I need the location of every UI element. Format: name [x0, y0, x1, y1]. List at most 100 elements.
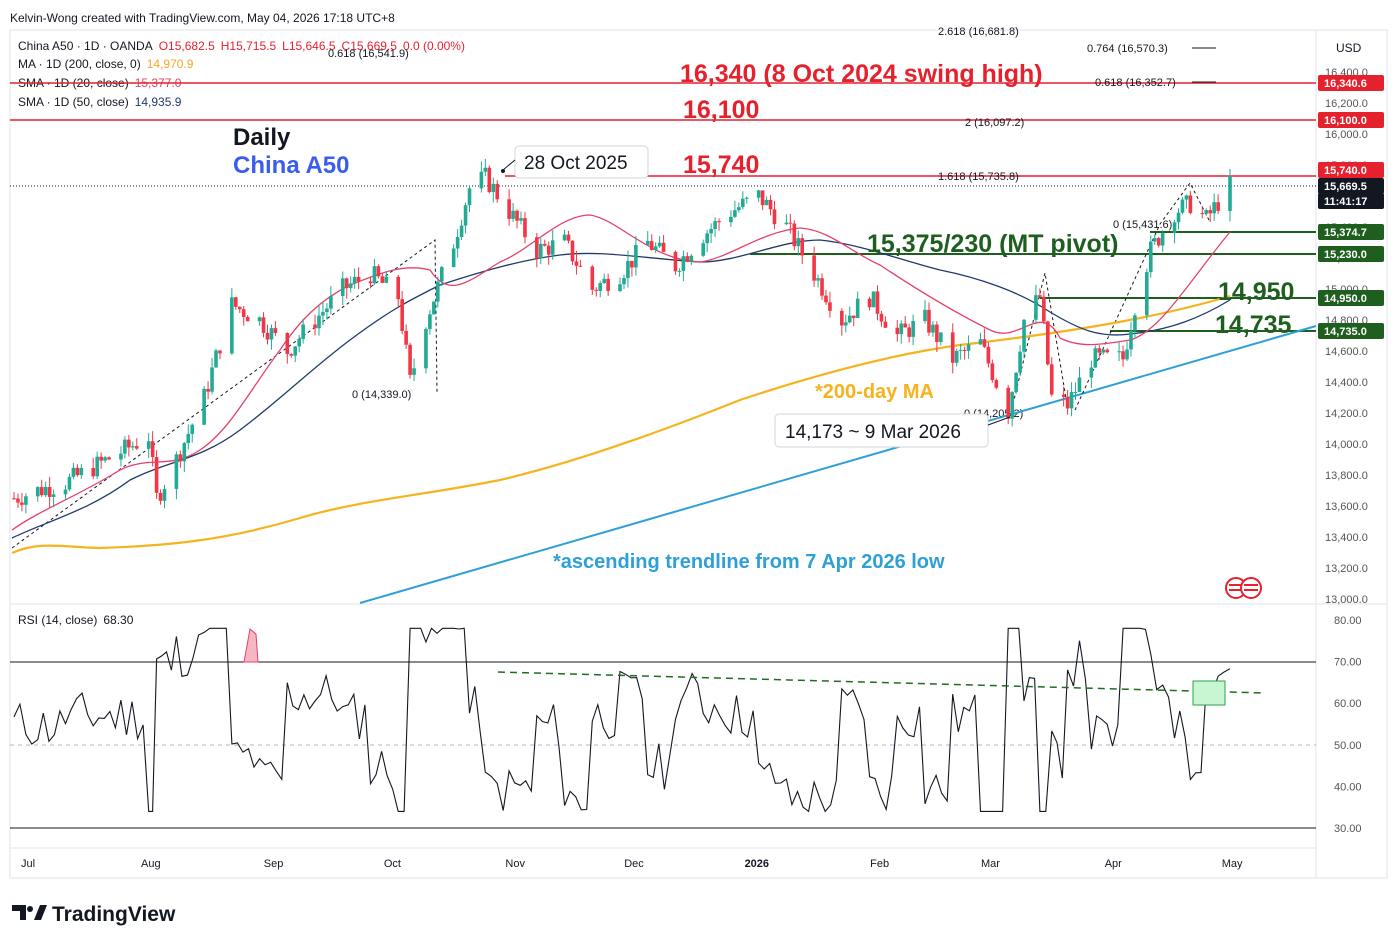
candle — [202, 386, 206, 426]
candle — [1188, 190, 1193, 215]
candle — [127, 434, 131, 457]
candle — [174, 451, 179, 500]
price-tick-label: 14,200.0 — [1325, 408, 1368, 420]
candle — [186, 424, 191, 450]
candle — [321, 301, 325, 326]
annotation-level-14950: 14,950 — [1218, 278, 1294, 306]
annotation-level-14735: 14,735 — [1215, 311, 1292, 339]
candle — [12, 492, 16, 500]
candle — [1216, 194, 1220, 214]
candle — [150, 431, 155, 467]
candle — [344, 277, 349, 299]
candle — [681, 250, 686, 282]
price-badge: 15,230.0 — [1318, 246, 1384, 262]
candle — [1145, 268, 1149, 320]
candle — [424, 327, 428, 374]
candle — [352, 268, 357, 289]
candle — [523, 212, 527, 244]
candle — [634, 235, 638, 276]
legend: China A50 · 1D · OANDA O15,682.5 H15,715.5… — [18, 39, 465, 109]
candle — [689, 254, 694, 265]
candle — [792, 220, 797, 251]
candle — [986, 341, 991, 368]
candle — [257, 316, 262, 326]
candle — [459, 219, 464, 241]
candle — [455, 229, 460, 258]
price-tick-label: 13,000.0 — [1325, 594, 1368, 606]
candle — [1045, 320, 1050, 366]
price-badge: 15,740.0 — [1318, 162, 1384, 178]
candle — [1022, 318, 1026, 359]
candle — [542, 239, 547, 247]
date-peak-box — [514, 145, 649, 179]
candle — [673, 250, 678, 275]
candle — [432, 301, 436, 315]
price-tick-label: 14,600.0 — [1325, 346, 1368, 358]
candle — [230, 288, 234, 356]
candle — [63, 484, 68, 501]
rsi-tick-label: 80.00 — [1334, 615, 1362, 627]
candle — [879, 311, 884, 327]
candle — [178, 450, 183, 468]
price-tick-label: 16,000.0 — [1325, 129, 1368, 141]
candle — [875, 285, 880, 321]
rsi-tick-label: 40.00 — [1334, 781, 1362, 793]
candle — [788, 213, 793, 234]
candle — [241, 305, 246, 326]
candle — [982, 328, 987, 348]
creator-line: Kelvin-Wong created with TradingView.com… — [10, 11, 395, 25]
fib-label-2618: 2.618 (16,681.8) — [938, 26, 1019, 38]
candle — [594, 287, 599, 297]
candle — [713, 217, 717, 238]
candle — [578, 259, 583, 268]
fib-label-0a: 0 (14,339.0) — [352, 389, 411, 401]
fib-label-0618a: 0.618 (16,541.9) — [328, 48, 409, 60]
candle — [1200, 206, 1205, 219]
candle — [1069, 382, 1074, 417]
fib-label-0b: 0 (15,431.6) — [1113, 219, 1172, 231]
candle — [154, 450, 159, 499]
price-badge: 11:41:17 — [1318, 193, 1384, 209]
candle — [273, 321, 278, 336]
rsi-line — [13, 627, 1231, 813]
candle — [816, 274, 820, 288]
candle — [234, 296, 238, 310]
candle — [546, 241, 551, 265]
candle — [325, 303, 329, 320]
candle — [828, 291, 832, 318]
candle — [511, 203, 515, 222]
candle — [1101, 348, 1106, 355]
candle — [285, 332, 290, 364]
candle — [301, 318, 305, 344]
candle — [356, 267, 361, 290]
price-axis[interactable]: USD 16,400.016,200.016,000.015,800.015,6… — [1318, 41, 1384, 606]
candle — [1061, 386, 1066, 407]
svg-text:16,340.6: 16,340.6 — [1324, 78, 1367, 90]
annotation-instrument: China A50 — [233, 152, 349, 179]
legend-sma50: SMA · 1D (50, close) 14,935.9 — [18, 95, 182, 109]
candle — [1093, 345, 1098, 369]
time-tick-label: Apr — [1105, 858, 1122, 870]
candle — [218, 350, 222, 360]
candle — [895, 320, 900, 342]
candle — [313, 314, 317, 336]
svg-text:15,669.5: 15,669.5 — [1324, 181, 1367, 193]
candle — [883, 316, 888, 329]
candle — [1160, 230, 1165, 252]
candle — [958, 343, 963, 360]
price-tick-label: 13,600.0 — [1325, 501, 1368, 513]
candle — [618, 277, 622, 293]
annotation-trendline: *ascending trendline from 7 Apr 2026 low — [553, 551, 945, 573]
candle — [99, 452, 103, 469]
candle — [899, 320, 904, 344]
candle — [293, 346, 298, 363]
candle — [16, 493, 20, 509]
rsi-tick-label: 60.00 — [1334, 698, 1362, 710]
candle — [182, 442, 187, 473]
candle — [79, 464, 84, 479]
candle — [372, 259, 377, 285]
us-flag-icon[interactable] — [1225, 577, 1262, 599]
candle — [590, 264, 595, 296]
tradingview-logo[interactable]: TradingView — [12, 903, 176, 926]
